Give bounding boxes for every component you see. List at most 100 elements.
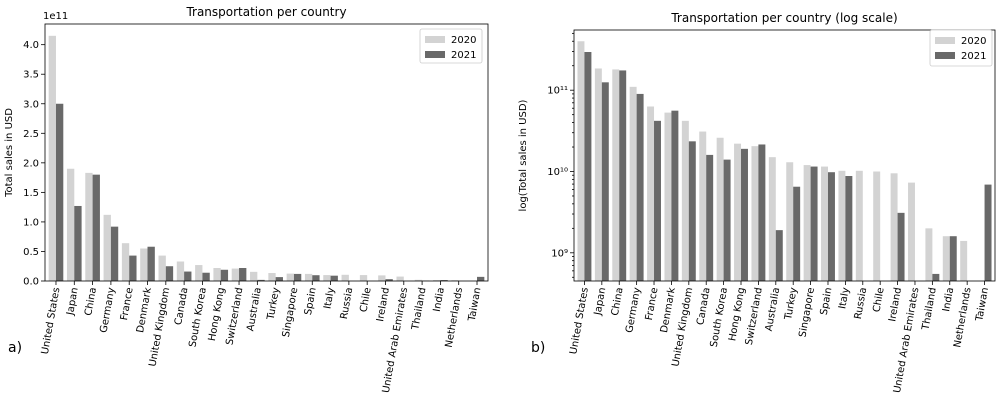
bar [925, 228, 932, 281]
x-tick-label: Italy [837, 287, 852, 310]
bar [378, 275, 385, 281]
panel-label: b) [531, 340, 545, 356]
x-tick-label: Denmark [659, 286, 678, 333]
bar [250, 272, 257, 281]
x-tick-label: Thailand [410, 287, 428, 332]
chart-title: Transportation per country (log scale) [670, 11, 897, 25]
bar [323, 275, 330, 281]
y-tick-label: 1.0 [23, 217, 39, 228]
x-tick-label: Taiwan [467, 287, 484, 323]
bar [943, 236, 950, 281]
bar [396, 277, 403, 281]
bar [637, 94, 644, 281]
x-tick-label: Canada [173, 287, 190, 326]
bar [104, 215, 111, 281]
bar [195, 265, 202, 281]
x-tick-label: France [644, 287, 661, 322]
bar [786, 162, 793, 281]
x-tick-label: Turkey [265, 287, 282, 322]
x-tick-label: Germany [624, 287, 643, 334]
bar [331, 276, 338, 281]
x-tick-label: Taiwan [974, 287, 991, 323]
bar [140, 249, 147, 281]
x-tick-label: Netherlands [952, 287, 973, 349]
bar [724, 160, 731, 281]
bar [619, 70, 626, 281]
legend-label: 2021 [451, 50, 476, 61]
x-tick-label: Russia [339, 287, 355, 321]
bar [630, 87, 637, 281]
x-tick-label: Ireland [887, 287, 904, 323]
legend-label: 2020 [451, 35, 476, 46]
bar [184, 272, 191, 281]
legend: 2020 2021 [930, 30, 992, 66]
bar [699, 132, 706, 281]
x-tick-label: Turkey [783, 287, 800, 322]
y-tick-label: 2.0 [23, 158, 39, 169]
bar [232, 269, 239, 281]
x-tick-label: Canada [695, 287, 712, 326]
bar [294, 274, 301, 281]
y-tick-label: 4.0 [23, 40, 39, 51]
bar [584, 52, 591, 281]
x-tick-label: Italy [322, 287, 337, 310]
bar [287, 274, 294, 281]
panel-label: a) [8, 340, 22, 356]
x-tick-label: Hong Kong [727, 287, 747, 342]
bar [360, 275, 367, 281]
bar [221, 270, 228, 281]
x-tick-label: China [83, 287, 99, 317]
bar [960, 241, 967, 281]
bar [612, 69, 619, 281]
x-tick-label: Singapore [797, 287, 817, 339]
x-tick-label: Japan [65, 287, 81, 317]
x-tick-label: United States [40, 287, 63, 356]
y-tick-label: 10⁹ [551, 248, 568, 259]
legend: 2020 2021 [420, 29, 482, 63]
x-tick-label: Denmark [135, 286, 154, 333]
x-tick-label: Netherlands [444, 287, 465, 349]
legend-label: 2021 [961, 51, 986, 62]
bar [111, 227, 118, 281]
bar [985, 185, 992, 281]
bar [741, 149, 748, 281]
bar [67, 169, 74, 281]
bar [804, 165, 811, 281]
y-tick-label: 2.5 [23, 129, 39, 140]
x-tick-label: Spain [303, 287, 319, 316]
bar [873, 172, 880, 282]
x-tick-label: Spain [819, 287, 835, 316]
bar [908, 183, 915, 281]
x-tick-label: United States [568, 287, 591, 356]
y-axis-label: log(Total sales in USD) [518, 99, 529, 211]
bar [595, 68, 602, 281]
bar [56, 104, 63, 281]
bar [477, 277, 484, 281]
bar [122, 243, 129, 281]
bar [891, 173, 898, 281]
x-tick-label: Switzerland [225, 287, 246, 346]
x-tick-label: Ireland [375, 287, 392, 323]
bar [793, 187, 800, 281]
bar [312, 275, 319, 281]
bar [276, 277, 283, 281]
bar [717, 138, 724, 281]
x-tick-label: Japan [592, 287, 608, 317]
x-tick-label: Germany [99, 287, 118, 334]
bar [682, 121, 689, 281]
chart-title: Transportation per country [185, 5, 346, 19]
bar [177, 262, 184, 282]
bar [671, 111, 678, 281]
legend-label: 2020 [961, 36, 986, 47]
bar [706, 155, 713, 281]
bar [811, 167, 818, 281]
bar [213, 268, 220, 281]
bar [647, 107, 654, 281]
bar [305, 274, 312, 281]
x-tick-label: France [119, 287, 136, 322]
bar [49, 36, 56, 281]
